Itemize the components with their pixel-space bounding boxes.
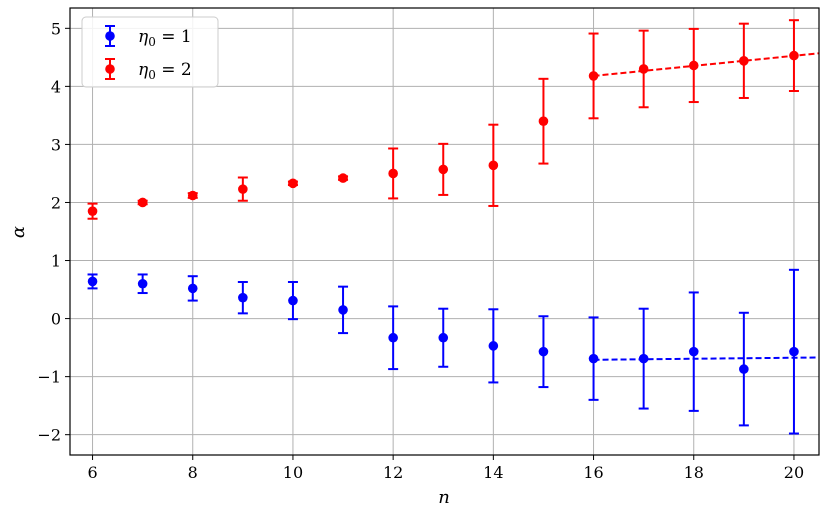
data-point-eta2 bbox=[789, 50, 799, 61]
data-point-eta2 bbox=[739, 56, 749, 66]
legend-value: = 1 bbox=[156, 27, 192, 47]
data-point-eta2 bbox=[538, 116, 549, 127]
x-tick-label: 16 bbox=[583, 463, 603, 482]
fit-line-eta1 bbox=[593, 356, 820, 361]
legend-box bbox=[81, 16, 219, 88]
y-tick-label: −2 bbox=[37, 426, 61, 445]
y-tick-label: 5 bbox=[51, 19, 61, 38]
y-tick-label: 2 bbox=[51, 193, 61, 212]
x-tick-label: 18 bbox=[684, 463, 704, 482]
x-tick-label: 20 bbox=[784, 463, 804, 482]
legend-eta-symbol: η bbox=[138, 60, 149, 80]
data-point-eta1 bbox=[638, 353, 649, 364]
data-point-eta1 bbox=[388, 332, 398, 343]
data-point-eta1 bbox=[87, 276, 98, 287]
data-point-eta1 bbox=[238, 292, 248, 303]
y-tick-label: 4 bbox=[51, 77, 61, 96]
data-point-eta2 bbox=[438, 164, 449, 175]
legend-label-eta2: η0 = 2 bbox=[138, 60, 192, 82]
data-point-eta1 bbox=[789, 346, 799, 357]
data-point-eta2 bbox=[187, 190, 198, 201]
data-point-eta1 bbox=[538, 346, 549, 357]
data-point-eta2 bbox=[238, 184, 248, 194]
data-point-eta2 bbox=[588, 71, 599, 81]
y-tick-label: 0 bbox=[51, 310, 61, 329]
data-point-eta1 bbox=[187, 283, 198, 294]
data-point-eta1 bbox=[137, 278, 148, 289]
y-tick-label: −1 bbox=[37, 368, 61, 387]
data-point-eta2 bbox=[338, 173, 348, 183]
y-axis-ticks: −2 −1 0 1 2 3 4 5 bbox=[37, 19, 70, 445]
data-point-eta2 bbox=[288, 178, 298, 189]
legend-eta-symbol: η bbox=[138, 27, 149, 47]
x-axis-ticks: 6 8 10 12 14 16 18 20 bbox=[87, 455, 804, 482]
legend-marker-eta2 bbox=[105, 64, 115, 74]
data-point-eta1 bbox=[588, 353, 599, 364]
x-tick-label: 8 bbox=[188, 463, 198, 482]
data-point-eta2 bbox=[87, 206, 98, 216]
x-axis-label: n bbox=[438, 487, 450, 508]
data-point-eta1 bbox=[488, 341, 499, 351]
fit-lines bbox=[593, 52, 820, 361]
x-tick-label: 6 bbox=[87, 463, 97, 482]
legend-subscript: 0 bbox=[148, 68, 156, 82]
data-point-eta2 bbox=[488, 160, 499, 171]
data-point-eta1 bbox=[338, 305, 348, 315]
x-tick-label: 12 bbox=[383, 463, 403, 482]
y-tick-label: 3 bbox=[51, 135, 61, 154]
data-point-eta1 bbox=[739, 364, 749, 374]
plot-frame bbox=[69, 7, 820, 456]
data-point-eta2 bbox=[388, 168, 398, 179]
data-point-eta1 bbox=[288, 295, 298, 306]
y-axis-label: α bbox=[8, 226, 29, 238]
data-points bbox=[87, 50, 799, 374]
data-point-eta1 bbox=[688, 346, 699, 357]
x-tick-label: 14 bbox=[483, 463, 503, 482]
x-tick-label: 10 bbox=[283, 463, 303, 482]
data-point-eta1 bbox=[438, 332, 449, 343]
legend: η0 = 1η0 = 2 bbox=[81, 16, 219, 88]
data-point-eta2 bbox=[688, 60, 699, 71]
legend-label-eta1: η0 = 1 bbox=[138, 27, 192, 49]
data-point-eta2 bbox=[137, 197, 148, 208]
legend-subscript: 0 bbox=[148, 35, 156, 49]
fit-line-eta2 bbox=[593, 52, 820, 77]
y-tick-label: 1 bbox=[51, 252, 61, 271]
legend-value: = 2 bbox=[156, 60, 192, 80]
data-point-eta2 bbox=[638, 64, 649, 74]
legend-marker-eta1 bbox=[105, 31, 115, 41]
